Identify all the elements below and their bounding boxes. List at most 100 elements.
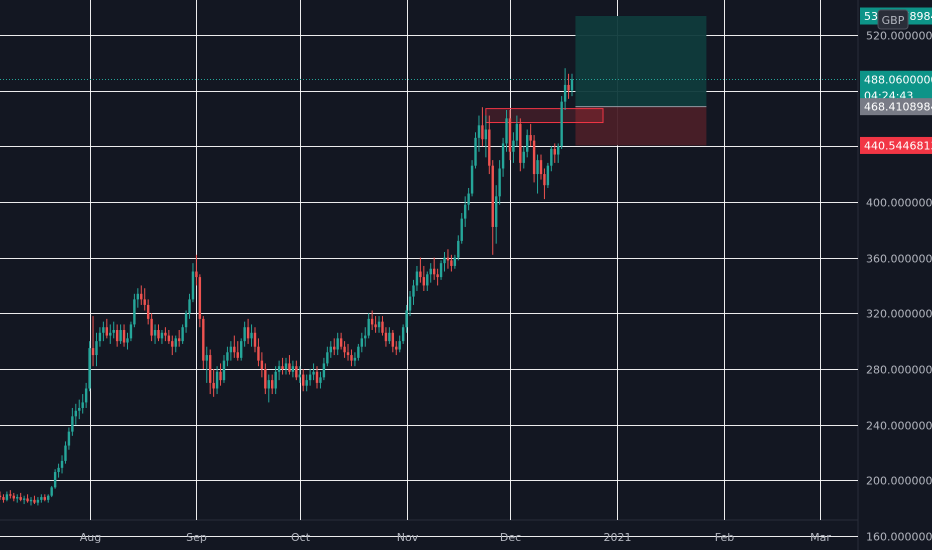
candle-body[interactable] (119, 330, 122, 342)
candle-body[interactable] (253, 332, 257, 347)
candle-body[interactable] (439, 263, 443, 278)
candle-body[interactable] (388, 332, 391, 342)
candle-body[interactable] (174, 338, 177, 347)
candle-body[interactable] (377, 321, 381, 328)
candle-body[interactable] (398, 341, 401, 350)
candle-body[interactable] (563, 84, 567, 102)
candle-body[interactable] (81, 402, 84, 408)
candle-body[interactable] (391, 332, 395, 347)
candle-body[interactable] (298, 374, 301, 378)
candle-body[interactable] (488, 129, 491, 166)
candle-body[interactable] (395, 346, 398, 350)
candle-body[interactable] (450, 260, 453, 266)
candle-body[interactable] (115, 330, 119, 342)
candle-body[interactable] (284, 363, 288, 369)
candle-body[interactable] (126, 338, 129, 343)
candle-body[interactable] (198, 277, 202, 319)
candle-body[interactable] (188, 299, 191, 314)
candle-body[interactable] (346, 352, 350, 356)
price-tag[interactable]: 440.54468133 (860, 136, 932, 154)
resistance-zone[interactable] (485, 108, 604, 124)
candle-body[interactable] (50, 487, 53, 496)
candle-body[interactable] (250, 332, 253, 339)
candle-body[interactable] (484, 129, 488, 140)
candle-body[interactable] (167, 335, 171, 342)
candle-body[interactable] (143, 299, 146, 305)
candle-body[interactable] (519, 123, 522, 163)
candle-body[interactable] (498, 168, 501, 197)
candle-body[interactable] (243, 327, 246, 342)
candle-body[interactable] (436, 274, 439, 278)
candle-body[interactable] (315, 371, 319, 383)
candle-body[interactable] (29, 499, 33, 502)
candle-body[interactable] (474, 137, 477, 166)
candle-body[interactable] (64, 445, 67, 461)
profit-target-zone[interactable] (575, 15, 707, 107)
candle-body[interactable] (67, 431, 71, 446)
candle-body[interactable] (260, 360, 264, 369)
candle-body[interactable] (312, 371, 315, 375)
candle-body[interactable] (212, 382, 215, 389)
candle-body[interactable] (146, 304, 150, 319)
candle-body[interactable] (53, 472, 57, 488)
candle-body[interactable] (109, 332, 112, 336)
candle-body[interactable] (570, 79, 574, 91)
candle-body[interactable] (277, 366, 281, 372)
candle-body[interactable] (491, 165, 494, 227)
candle-body[interactable] (229, 346, 233, 353)
candle-body[interactable] (150, 318, 153, 336)
candle-body[interactable] (78, 407, 81, 411)
candle-body[interactable] (95, 341, 98, 356)
candle-body[interactable] (102, 327, 105, 333)
candle-body[interactable] (508, 118, 512, 152)
candle-body[interactable] (0, 495, 2, 498)
candle-body[interactable] (339, 338, 343, 347)
candle-body[interactable] (443, 257, 446, 264)
candle-body[interactable] (446, 257, 450, 261)
candle-body[interactable] (432, 268, 436, 275)
candle-body[interactable] (129, 324, 133, 339)
candle-body[interactable] (288, 363, 291, 372)
candle-body[interactable] (271, 380, 274, 389)
candle-body[interactable] (105, 327, 109, 336)
candle-body[interactable] (360, 338, 364, 347)
candle-body[interactable] (457, 240, 460, 258)
candle-body[interactable] (88, 348, 91, 389)
candle-body[interactable] (16, 497, 19, 499)
candle-body[interactable] (74, 410, 78, 417)
candle-body[interactable] (181, 327, 184, 342)
candle-body[interactable] (157, 330, 160, 339)
candle-body[interactable] (501, 143, 505, 169)
candle-body[interactable] (98, 332, 102, 342)
candle-body[interactable] (343, 346, 346, 353)
candle-body[interactable] (319, 377, 322, 383)
candle-body[interactable] (326, 352, 329, 364)
candle-body[interactable] (60, 460, 64, 468)
candle-body[interactable] (557, 146, 560, 155)
candle-body[interactable] (264, 368, 267, 389)
candle-body[interactable] (136, 293, 140, 300)
candle-body[interactable] (522, 151, 525, 163)
candle-body[interactable] (357, 346, 360, 358)
candle-body[interactable] (405, 310, 408, 328)
candle-body[interactable] (12, 495, 15, 499)
candle-body[interactable] (184, 313, 188, 328)
candle-body[interactable] (164, 332, 167, 336)
candle-body[interactable] (408, 296, 412, 311)
candle-body[interactable] (239, 341, 243, 358)
candle-body[interactable] (419, 271, 422, 278)
candle-body[interactable] (374, 324, 377, 328)
candle-body[interactable] (350, 355, 353, 361)
candle-body[interactable] (322, 363, 326, 378)
candle-body[interactable] (195, 271, 198, 278)
candle-body[interactable] (233, 346, 236, 353)
candle-body[interactable] (47, 495, 50, 500)
candle-body[interactable] (463, 204, 467, 219)
candle-body[interactable] (9, 494, 12, 496)
candle-body[interactable] (5, 494, 9, 500)
candle-body[interactable] (215, 371, 219, 389)
candle-body[interactable] (246, 327, 250, 339)
candle-body[interactable] (567, 84, 570, 91)
candle-body[interactable] (274, 371, 277, 389)
candle-body[interactable] (560, 101, 563, 147)
